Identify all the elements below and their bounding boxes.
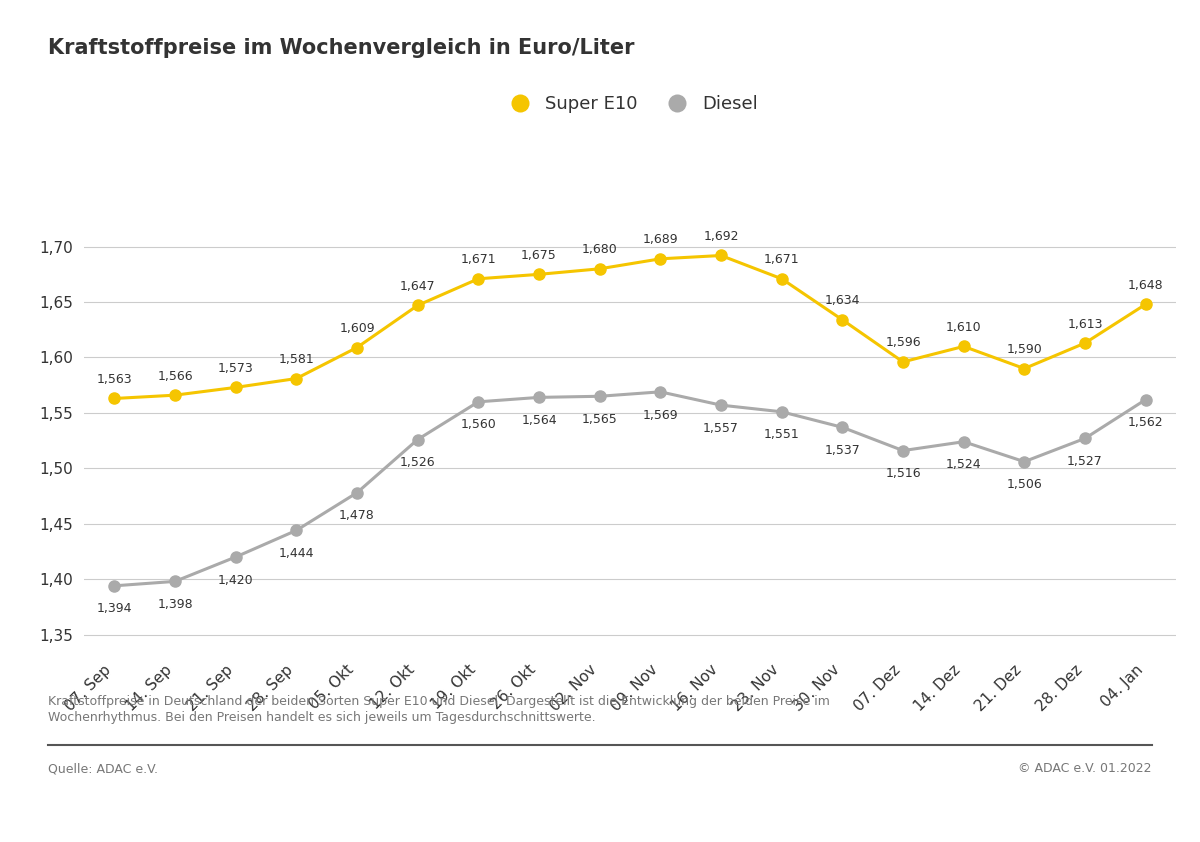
Text: Kraftstoffpreise im Wochenvergleich in Euro/Liter: Kraftstoffpreise im Wochenvergleich in E… (48, 38, 635, 58)
Text: 1,581: 1,581 (278, 353, 314, 366)
Text: 1,680: 1,680 (582, 243, 618, 256)
Text: 1,613: 1,613 (1067, 317, 1103, 331)
Text: Quelle: ADAC e.V.: Quelle: ADAC e.V. (48, 762, 158, 775)
Text: 1,527: 1,527 (1067, 455, 1103, 468)
Text: 1,524: 1,524 (946, 458, 982, 472)
Text: 1,478: 1,478 (340, 509, 374, 522)
Text: 1,537: 1,537 (824, 444, 860, 457)
Text: 1,671: 1,671 (461, 253, 496, 266)
Text: 1,551: 1,551 (763, 429, 799, 441)
Text: 1,569: 1,569 (642, 408, 678, 422)
Text: 1,692: 1,692 (703, 230, 739, 243)
Text: 1,398: 1,398 (157, 598, 193, 611)
Text: 1,563: 1,563 (96, 373, 132, 386)
Text: 1,610: 1,610 (946, 321, 982, 334)
Text: 1,444: 1,444 (278, 547, 314, 560)
Text: 1,526: 1,526 (400, 456, 436, 469)
Text: © ADAC e.V. 01.2022: © ADAC e.V. 01.2022 (1019, 762, 1152, 775)
Text: 1,564: 1,564 (521, 414, 557, 427)
Text: 1,560: 1,560 (461, 418, 497, 431)
Text: 1,516: 1,516 (886, 467, 920, 480)
Text: 1,596: 1,596 (886, 337, 920, 349)
Text: 1,566: 1,566 (157, 370, 193, 382)
Text: 1,420: 1,420 (218, 573, 253, 587)
Text: 1,671: 1,671 (764, 253, 799, 266)
Text: 1,506: 1,506 (1007, 478, 1043, 492)
Text: 1,557: 1,557 (703, 422, 739, 434)
Text: 1,675: 1,675 (521, 249, 557, 262)
Text: 1,647: 1,647 (400, 280, 436, 293)
Text: 1,609: 1,609 (340, 322, 374, 335)
Text: Kraftstoffpreise in Deutschland der beiden Sorten Super E10 und Diesel. Dargeste: Kraftstoffpreise in Deutschland der beid… (48, 695, 830, 707)
Legend: Super E10, Diesel: Super E10, Diesel (494, 88, 766, 120)
Text: 1,394: 1,394 (96, 603, 132, 616)
Text: 1,634: 1,634 (824, 295, 860, 307)
Text: 1,573: 1,573 (217, 362, 253, 375)
Text: 1,562: 1,562 (1128, 416, 1164, 429)
Text: 1,590: 1,590 (1007, 343, 1043, 356)
Text: 1,648: 1,648 (1128, 279, 1164, 292)
Text: 1,565: 1,565 (582, 413, 618, 426)
Text: Wochenrhythmus. Bei den Preisen handelt es sich jeweils um Tagesdurchschnittswer: Wochenrhythmus. Bei den Preisen handelt … (48, 711, 595, 724)
Text: 1,689: 1,689 (642, 233, 678, 247)
